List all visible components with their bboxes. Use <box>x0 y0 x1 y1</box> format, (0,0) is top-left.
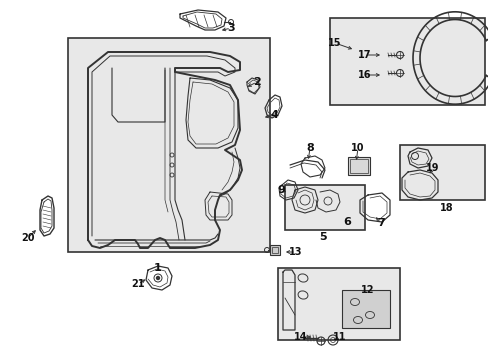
Text: 1: 1 <box>154 263 162 273</box>
Text: 12: 12 <box>361 285 374 295</box>
Text: 7: 7 <box>376 218 384 228</box>
Text: 18: 18 <box>439 203 453 213</box>
Text: 21: 21 <box>131 279 144 289</box>
Text: 20: 20 <box>21 233 35 243</box>
Text: 5: 5 <box>319 232 326 242</box>
Bar <box>347 157 369 175</box>
Text: 2: 2 <box>253 77 260 87</box>
Bar <box>341 290 389 328</box>
Text: 13: 13 <box>289 247 302 257</box>
Bar <box>68 38 269 252</box>
Bar <box>285 185 364 230</box>
Bar <box>349 159 367 173</box>
Text: 14: 14 <box>294 332 307 342</box>
Text: 9: 9 <box>277 185 285 195</box>
Text: 4: 4 <box>269 110 277 120</box>
Bar <box>278 268 399 340</box>
Text: 10: 10 <box>350 143 364 153</box>
Text: 16: 16 <box>358 70 371 80</box>
Text: 19: 19 <box>426 163 439 173</box>
Circle shape <box>156 276 159 279</box>
Text: 3: 3 <box>227 23 234 33</box>
Text: 15: 15 <box>327 38 341 48</box>
Bar <box>329 18 484 105</box>
Text: 6: 6 <box>343 217 350 227</box>
Bar <box>271 247 278 253</box>
Bar <box>399 145 484 200</box>
Text: 11: 11 <box>332 332 346 342</box>
Text: 17: 17 <box>358 50 371 60</box>
Text: 8: 8 <box>305 143 313 153</box>
Bar <box>269 245 280 255</box>
